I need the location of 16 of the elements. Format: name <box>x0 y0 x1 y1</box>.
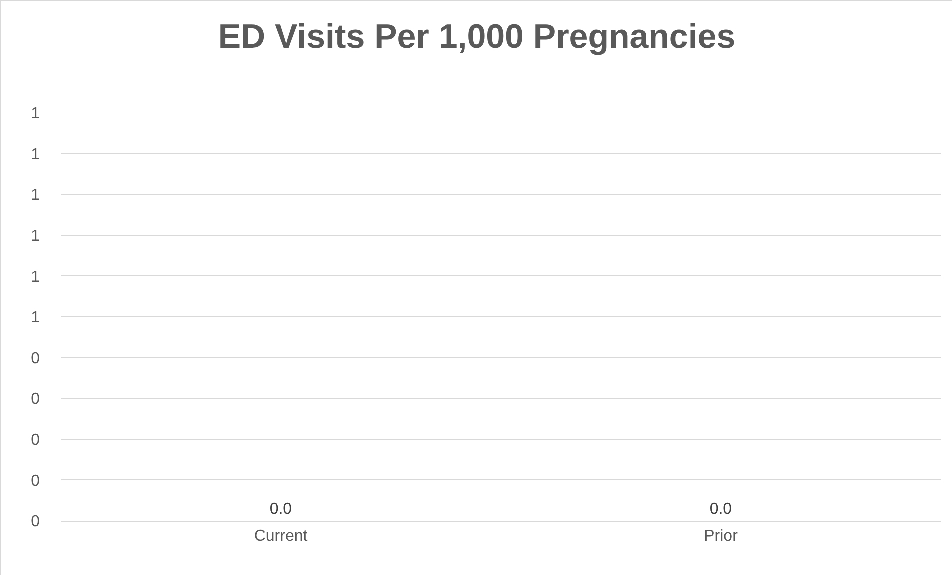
y-tick-label: 1 <box>31 310 40 327</box>
y-tick-label: 1 <box>31 187 40 204</box>
data-label: 0.0 <box>270 501 292 518</box>
y-tick-label: 0 <box>31 391 40 408</box>
y-tick-label: 0 <box>31 472 40 490</box>
chart-title: ED Visits Per 1,000 Pregnancies <box>218 18 736 56</box>
y-tick-label: 1 <box>31 228 40 245</box>
x-tick-label: Current <box>254 528 308 546</box>
y-tick-label: 1 <box>31 106 40 123</box>
y-tick-label: 1 <box>31 146 40 164</box>
y-tick-label: 0 <box>31 432 40 449</box>
data-label: 0.0 <box>710 501 732 518</box>
y-tick-label: 0 <box>31 350 40 368</box>
y-tick-label: 1 <box>31 268 40 286</box>
x-tick-label: Prior <box>704 528 739 546</box>
y-tick-label: 0 <box>31 514 40 531</box>
